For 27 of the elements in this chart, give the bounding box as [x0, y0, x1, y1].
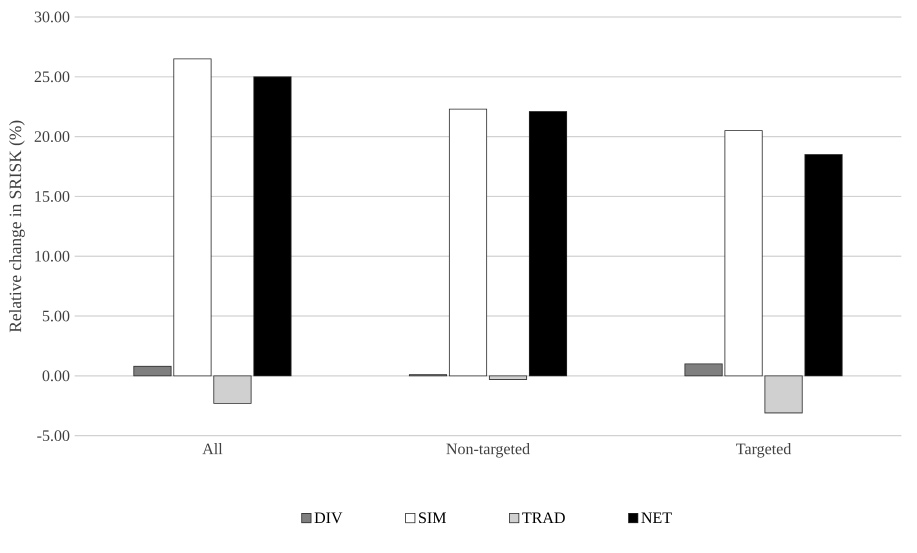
y-tick-label: -5.00	[37, 430, 70, 442]
bar	[133, 366, 172, 376]
bar	[488, 375, 528, 380]
bar	[724, 130, 763, 376]
y-tick-label: 30.00	[34, 12, 70, 22]
legend-label: NET	[641, 512, 672, 523]
y-tick-label: 25.00	[34, 71, 70, 82]
bar	[804, 154, 843, 376]
x-tick-label: All	[202, 443, 222, 454]
bar	[253, 76, 292, 376]
y-tick-label: 20.00	[34, 131, 70, 142]
y-tick-label: 5.00	[42, 310, 70, 322]
bar	[528, 111, 568, 376]
x-tick-label: Non-targeted	[446, 443, 530, 458]
bar	[173, 58, 212, 376]
legend-label: TRAD	[522, 512, 565, 524]
x-tick-label: Targeted	[736, 443, 792, 458]
y-axis-title: Relative change in SRISK (%)	[9, 120, 25, 332]
bar	[764, 375, 803, 414]
bar	[684, 363, 723, 376]
bar	[448, 108, 488, 376]
y-tick-label: 10.00	[35, 250, 70, 262]
legend-label: DIV	[314, 512, 342, 524]
y-tick-label: 0.00	[42, 370, 70, 382]
legend-label: SIM	[419, 512, 446, 524]
y-tick-label: 15.00	[35, 190, 70, 202]
bar	[213, 375, 252, 404]
